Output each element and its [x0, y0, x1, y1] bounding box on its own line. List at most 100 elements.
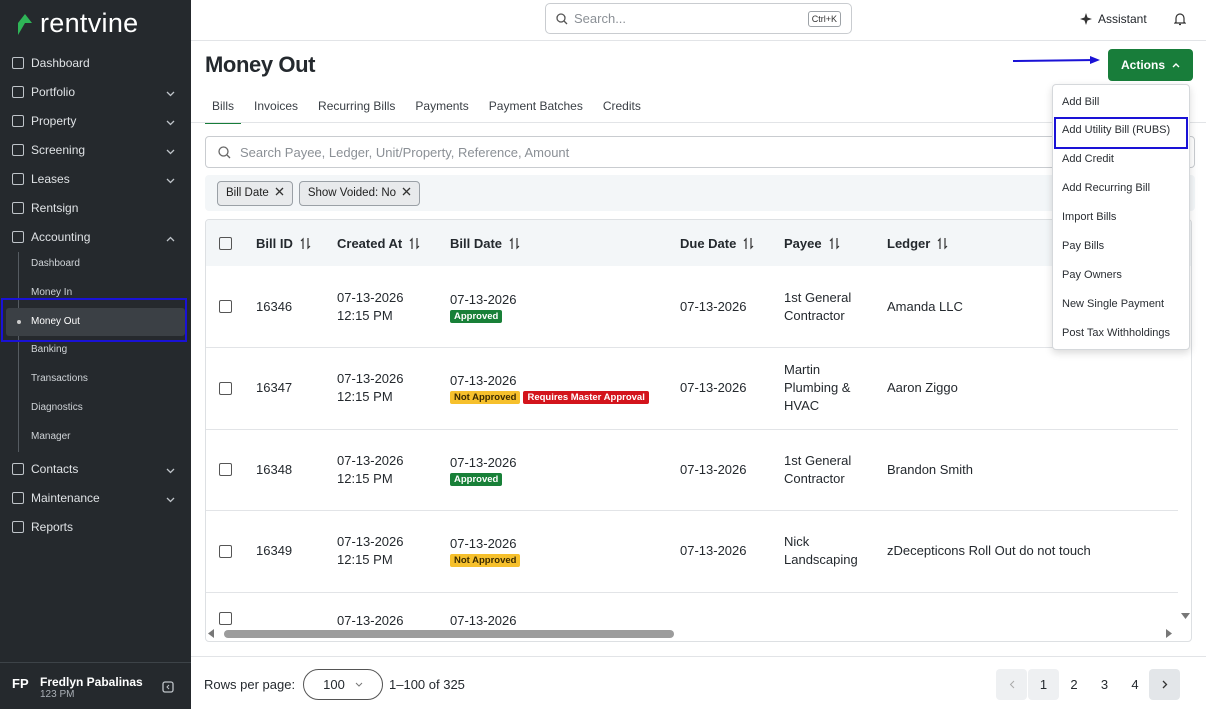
- nav-item[interactable]: Reports: [0, 512, 191, 541]
- sort-icon[interactable]: [509, 237, 520, 250]
- sort-icon[interactable]: [300, 237, 311, 250]
- menu-item[interactable]: Add Credit: [1062, 153, 1114, 166]
- actions-button[interactable]: Actions: [1108, 49, 1193, 81]
- header-checkbox[interactable]: [219, 220, 232, 266]
- menu-item[interactable]: Add Bill: [1062, 95, 1100, 108]
- scroll-right[interactable]: [1166, 629, 1172, 638]
- tab[interactable]: Payments: [415, 99, 469, 113]
- column-header[interactable]: Payee: [784, 220, 840, 266]
- chevron: [166, 463, 175, 477]
- table-row[interactable]: 16349 07-13-2026 12:15 PM 07-13-2026 Not App…: [206, 511, 1178, 593]
- menu-item[interactable]: New Single Payment: [1062, 297, 1165, 310]
- sort-icon[interactable]: [743, 237, 754, 250]
- logo[interactable]: rentvine: [14, 8, 138, 39]
- subnav-item[interactable]: Dashboard: [31, 249, 80, 278]
- sort-icon[interactable]: [829, 237, 840, 250]
- menu-item[interactable]: Post Tax Withholdings: [1062, 326, 1171, 339]
- table-row[interactable]: 16346 07-13-2026 12:15 PM 07-13-2026 Approve…: [206, 266, 1178, 348]
- tab[interactable]: Credits: [602, 99, 641, 113]
- tab[interactable]: Bills: [205, 94, 242, 124]
- column-header[interactable]: Ledger: [887, 220, 948, 266]
- column-header[interactable]: Bill Date: [450, 220, 520, 266]
- sort-icon[interactable]: [937, 237, 948, 250]
- due-date: 07-13-2026: [680, 298, 747, 314]
- checkbox[interactable]: [219, 544, 232, 558]
- column-header[interactable]: Bill ID: [256, 220, 311, 266]
- checkbox[interactable]: [219, 236, 232, 250]
- chip-label: Bill Date: [226, 187, 269, 199]
- page-button[interactable]: 1: [1028, 669, 1059, 700]
- table-header: Bill ID Created At Bill Date Due Date Payee L…: [206, 220, 1191, 266]
- menu-item[interactable]: Add Recurring Bill: [1062, 182, 1151, 195]
- menu-item[interactable]: Pay Bills: [1062, 240, 1105, 252]
- next-page[interactable]: [1149, 669, 1180, 700]
- nav-label: Maintenance: [31, 490, 100, 505]
- chip-remove[interactable]: [275, 187, 284, 199]
- nav-item[interactable]: Leases: [0, 164, 191, 193]
- chip-label: Show Voided: No: [307, 187, 397, 199]
- bell-icon[interactable]: [1174, 12, 1186, 26]
- table-row[interactable]: 16348 07-13-2026 12:15 PM 07-13-2026 Approve…: [206, 429, 1178, 511]
- menu-item[interactable]: Pay Owners: [1062, 268, 1122, 281]
- nav-icon: [12, 462, 24, 475]
- nav-item[interactable]: Rentsign: [0, 193, 191, 222]
- filter-chips: Bill Date Show Voided: No: [205, 175, 1195, 211]
- rows-select[interactable]: 100: [303, 669, 383, 700]
- column-label: Payee: [784, 235, 822, 251]
- user-panel: [0, 662, 191, 709]
- subnav-item[interactable]: Diagnostics: [31, 393, 83, 422]
- ledger: zDecepticons Roll Out do not touch: [887, 543, 1091, 558]
- nav-item[interactable]: Dashboard: [0, 48, 191, 77]
- tab[interactable]: Invoices: [254, 99, 299, 113]
- annotation-box: [1, 298, 187, 342]
- scroll-left[interactable]: [208, 629, 214, 638]
- menu-item[interactable]: Import Bills: [1062, 211, 1117, 224]
- checkbox[interactable]: [219, 300, 232, 313]
- tab[interactable]: Recurring Bills: [318, 99, 396, 113]
- subnav-item[interactable]: Money In: [31, 278, 72, 307]
- user-subtitle: 123 PM: [40, 689, 75, 700]
- sort-icon[interactable]: [409, 237, 420, 250]
- page-button[interactable]: 4: [1131, 677, 1139, 692]
- nav-item[interactable]: Accounting: [0, 222, 191, 251]
- subnav-item[interactable]: Manager: [31, 422, 70, 451]
- assistant-button[interactable]: Assistant: [1080, 12, 1147, 26]
- filter-chip[interactable]: Bill Date: [217, 180, 293, 206]
- menu-item[interactable]: Add Utility Bill (RUBS): [1062, 124, 1171, 137]
- checkbox[interactable]: [219, 381, 232, 395]
- chevron: [166, 492, 175, 506]
- nav-item[interactable]: Maintenance: [0, 483, 191, 512]
- subnav-item[interactable]: Banking: [31, 335, 67, 364]
- table-row[interactable]: 07-13-2026 07-13-2026: [206, 592, 1178, 641]
- page-button[interactable]: 2: [1070, 677, 1078, 692]
- tab[interactable]: Payment Batches: [488, 99, 583, 113]
- filter-search[interactable]: Search Payee, Ledger, Unit/Property, Ref…: [205, 136, 1195, 168]
- checkbox[interactable]: [219, 463, 232, 476]
- nav-icon: [12, 114, 24, 127]
- nav-item[interactable]: Screening: [0, 135, 191, 164]
- global-search[interactable]: Search... Ctrl+K: [545, 3, 852, 34]
- prev-page[interactable]: [996, 669, 1027, 700]
- scroll-down[interactable]: [1181, 613, 1190, 620]
- collapse-icon[interactable]: [162, 681, 174, 693]
- scrollbar-thumb[interactable]: [224, 630, 674, 638]
- nav-item[interactable]: Portfolio: [0, 77, 191, 106]
- subnav-item[interactable]: Transactions: [31, 364, 88, 393]
- checkbox[interactable]: [219, 612, 232, 625]
- page-button[interactable]: 3: [1100, 677, 1109, 692]
- column-header[interactable]: Created At: [337, 220, 420, 266]
- payee: Nick Landscaping: [784, 534, 858, 567]
- nav-item[interactable]: Contacts: [0, 454, 191, 483]
- status-badge: Requires Master Approval: [523, 391, 649, 404]
- user-name: Fredlyn Pabalinas: [40, 675, 143, 689]
- filter-chip[interactable]: Show Voided: No: [298, 180, 421, 206]
- status-badge: Not Approved: [450, 554, 521, 567]
- nav-item[interactable]: Property: [0, 106, 191, 135]
- subnav-item[interactable]: Money Out: [31, 307, 80, 336]
- column-header[interactable]: Due Date: [680, 220, 754, 266]
- chip-remove[interactable]: [402, 187, 411, 199]
- status-badge: Approved: [450, 309, 503, 323]
- table-row[interactable]: 16347 07-13-2026 12:15 PM 07-13-2026 Not App…: [206, 348, 1178, 430]
- nav-icon: [12, 230, 24, 243]
